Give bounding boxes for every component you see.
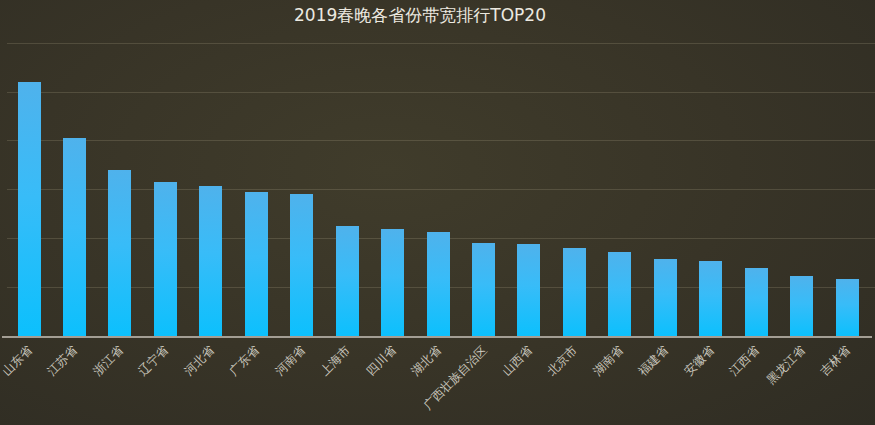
bar xyxy=(245,192,268,336)
x-axis-label-text: 上海市 xyxy=(318,343,353,378)
chart-title: 2019春晚各省份带宽排行TOP20 xyxy=(0,4,840,27)
bar xyxy=(608,252,631,336)
bar xyxy=(108,170,131,336)
bar xyxy=(154,182,177,336)
x-axis-label-text: 江苏省 xyxy=(45,343,80,378)
x-axis-label-text: 北京市 xyxy=(545,343,580,378)
bar xyxy=(517,244,540,336)
x-axis-label-text: 辽宁省 xyxy=(136,343,171,378)
x-axis-label-text: 黑龙江省 xyxy=(764,343,808,387)
bar xyxy=(654,259,677,336)
x-axis-label-text: 河南省 xyxy=(273,343,308,378)
bar xyxy=(790,276,813,336)
x-axis-label-text: 山东省 xyxy=(0,343,35,378)
bar xyxy=(336,226,359,336)
x-axis-label-text: 吉林省 xyxy=(818,343,853,378)
bar xyxy=(427,232,450,336)
bar xyxy=(199,186,222,336)
x-axis-label-text: 安徽省 xyxy=(682,343,717,378)
bar xyxy=(472,243,495,336)
bar xyxy=(836,279,859,336)
bar xyxy=(699,261,722,336)
bar xyxy=(18,82,41,336)
bar xyxy=(745,268,768,336)
gridline xyxy=(7,140,875,141)
gridline xyxy=(7,92,875,93)
bar xyxy=(63,138,86,336)
x-axis-line xyxy=(2,336,872,338)
bar xyxy=(381,229,404,336)
x-axis-label-text: 山西省 xyxy=(500,343,535,378)
x-axis-label-text: 湖南省 xyxy=(591,343,626,378)
x-axis-label-text: 四川省 xyxy=(364,343,399,378)
gridline xyxy=(7,43,875,44)
x-axis-label-text: 福建省 xyxy=(636,343,671,378)
bar xyxy=(290,194,313,336)
x-axis-label-text: 浙江省 xyxy=(91,343,126,378)
x-axis-label-text: 湖北省 xyxy=(409,343,444,378)
x-axis-label-text: 河北省 xyxy=(182,343,217,378)
x-axis-label-text: 广东省 xyxy=(227,343,262,378)
bar xyxy=(563,248,586,336)
gridline xyxy=(7,189,875,190)
x-axis-label-text: 江西省 xyxy=(727,343,762,378)
